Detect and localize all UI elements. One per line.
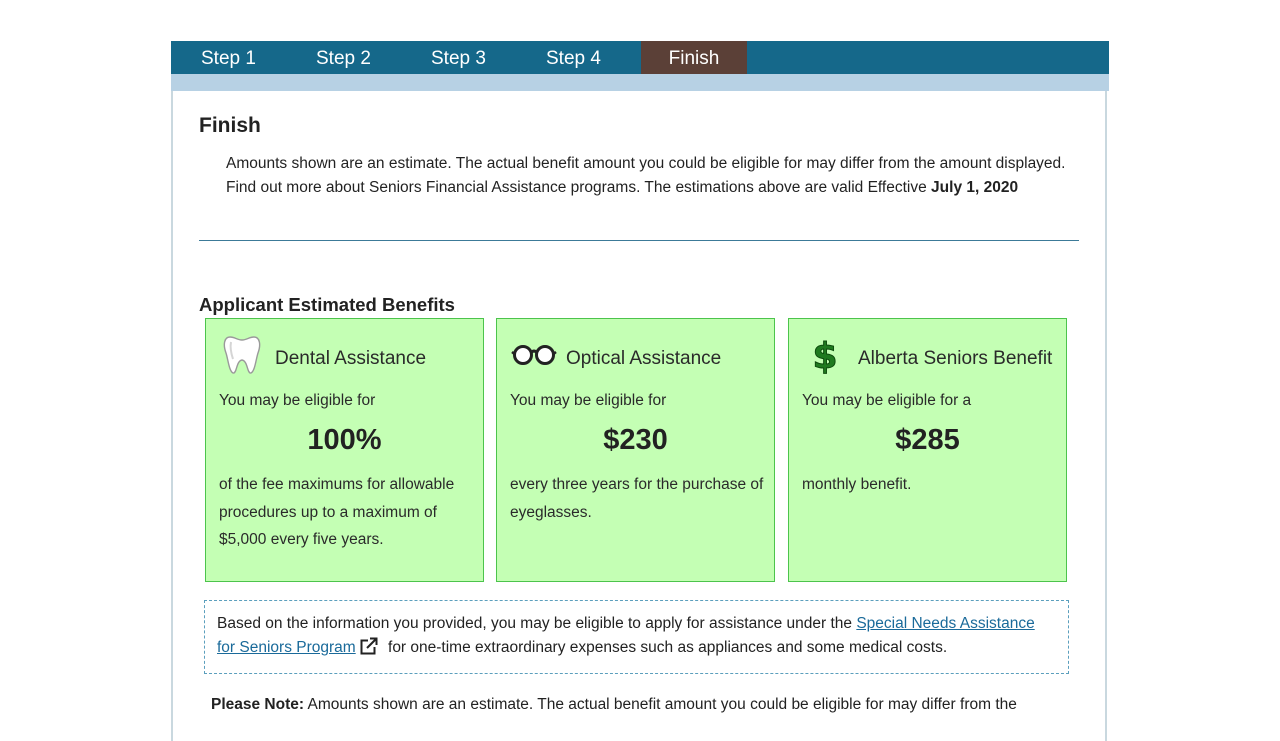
divider [199, 240, 1079, 241]
tab-step-4[interactable]: Step 4 [546, 48, 601, 69]
external-link-icon[interactable] [360, 637, 378, 655]
dental-eligible-text: You may be eligible for [219, 392, 376, 409]
dental-amount: 100% [307, 424, 382, 456]
tooth-icon [223, 336, 261, 374]
effective-date: July 1, 2020 [931, 179, 1019, 196]
notice-text-before: Based on the information you provided, y… [217, 615, 857, 632]
tab-step-2[interactable]: Step 2 [316, 48, 371, 69]
page-title: Finish [199, 114, 261, 137]
seniors-title: Alberta Seniors Benefit [858, 348, 1053, 369]
notice-text-after: for one-time extraordinary expenses such… [383, 639, 948, 656]
tab-finish[interactable]: Finish [641, 41, 747, 85]
special-needs-notice: Based on the information you provided, y… [204, 600, 1069, 674]
dental-description: of the fee maximums for allowable proced… [219, 476, 455, 548]
optical-title: Optical Assistance [566, 348, 722, 369]
seniors-description: monthly benefit. [802, 476, 912, 493]
dental-benefit-card: Dental Assistance You may be eligible fo… [205, 318, 484, 582]
intro-paragraph: Amounts shown are an estimate. The actua… [226, 152, 1076, 200]
eyeglasses-icon [511, 345, 557, 365]
benefits-heading: Applicant Estimated Benefits [199, 294, 455, 315]
please-note: Please Note: Amounts shown are an estima… [211, 693, 1071, 717]
dental-title: Dental Assistance [275, 348, 427, 369]
seniors-benefit-card: $ Alberta Seniors Benefit You may be eli… [788, 318, 1067, 582]
seniors-amount: $285 [895, 424, 960, 456]
dollar-sign-icon: $ [812, 336, 838, 378]
please-note-text: Amounts shown are an estimate. The actua… [304, 696, 1017, 713]
special-needs-link[interactable]: Special Needs Assistance for Seniors Pro… [217, 615, 1035, 656]
optical-amount: $230 [603, 424, 668, 456]
tab-step-3[interactable]: Step 3 [431, 48, 486, 69]
optical-benefit-card: Optical Assistance You may be eligible f… [496, 318, 775, 582]
optical-eligible-text: You may be eligible for [510, 392, 667, 409]
please-note-label: Please Note: [211, 696, 305, 713]
tab-step-1[interactable]: Step 1 [201, 48, 256, 69]
optical-description: every three years for the purchase of ey… [510, 476, 764, 521]
tab-underline-strip [171, 74, 1109, 91]
intro-text: Amounts shown are an estimate. The actua… [226, 155, 1066, 196]
svg-text:$: $ [812, 336, 837, 377]
step-tabs: Step 1 Step 2 Step 3 Step 4 Finish [171, 41, 1109, 85]
seniors-eligible-text: You may be eligible for a [802, 392, 972, 409]
